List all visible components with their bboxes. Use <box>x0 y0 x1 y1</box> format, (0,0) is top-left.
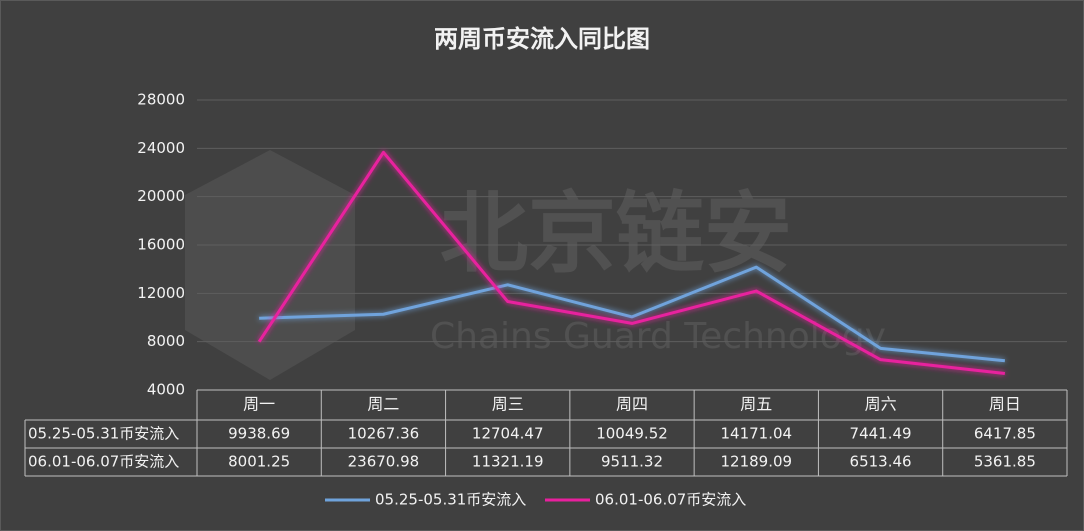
table-cell: 8001.25 <box>228 453 290 471</box>
table-cell: 10049.52 <box>596 425 668 443</box>
y-tick-label: 4000 <box>147 381 185 399</box>
y-tick-label: 16000 <box>137 236 185 254</box>
watermark: Chains Guard Technology <box>430 316 886 357</box>
y-tick-label: 20000 <box>137 187 185 205</box>
x-tick-label: 周日 <box>989 395 1021 414</box>
row-header: 05.25-05.31币安流入 <box>28 425 179 443</box>
table-cell: 14171.04 <box>720 425 792 443</box>
table-cell: 10267.36 <box>348 425 420 443</box>
watermark: 北京链安 <box>440 182 792 285</box>
x-tick-label: 周四 <box>616 395 648 414</box>
series-line <box>257 150 1006 376</box>
x-tick-label: 周一 <box>243 395 275 414</box>
table-cell: 6513.46 <box>850 453 912 471</box>
table-cell: 7441.49 <box>850 425 912 443</box>
row-header: 06.01-06.07币安流入 <box>28 453 179 471</box>
series-line <box>259 265 1006 363</box>
table-cell: 12704.47 <box>472 425 544 443</box>
y-tick-label: 28000 <box>137 91 185 109</box>
table-cell: 9511.32 <box>601 453 663 471</box>
table-cell: 11321.19 <box>472 453 544 471</box>
x-tick-label: 周六 <box>865 395 897 414</box>
table-cell: 6417.85 <box>974 425 1036 443</box>
watermark-logo <box>185 150 355 380</box>
x-tick-label: 周三 <box>492 395 524 414</box>
chart-title: 两周币安流入同比图 <box>434 25 650 53</box>
y-tick-label: 8000 <box>147 332 185 350</box>
table-cell: 23670.98 <box>348 453 420 471</box>
y-tick-label: 24000 <box>137 139 185 157</box>
y-tick-label: 12000 <box>137 284 185 302</box>
x-tick-label: 周五 <box>740 395 772 414</box>
x-tick-label: 周二 <box>367 395 399 414</box>
table-cell: 12189.09 <box>720 453 792 471</box>
legend-label: 05.25-05.31币安流入 <box>375 491 526 509</box>
table-cell: 9938.69 <box>228 425 290 443</box>
legend-label: 06.01-06.07币安流入 <box>595 491 746 509</box>
table-cell: 5361.85 <box>974 453 1036 471</box>
